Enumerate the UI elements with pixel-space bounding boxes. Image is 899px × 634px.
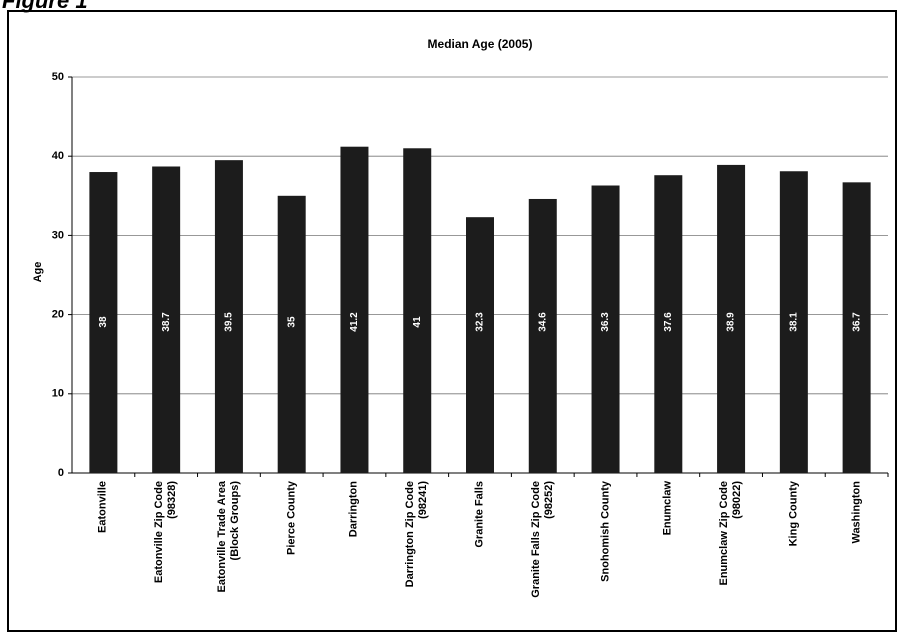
bar [591, 185, 620, 473]
y-tick-label: 0 [58, 467, 64, 479]
x-tick-label: Enumclaw [661, 481, 674, 536]
bar [466, 217, 494, 473]
bar [779, 171, 808, 474]
x-tick-label: Granite Falls Zip Code (98252) [529, 481, 555, 598]
value-label: 36.7 [851, 312, 862, 332]
x-tick-label: Eatonville Trade Area (Block Groups) [215, 481, 241, 593]
bar [528, 198, 557, 473]
x-tick-label: Darrington Zip Code (98241) [404, 481, 430, 588]
bar [717, 164, 746, 474]
frame [7, 10, 897, 632]
chart-title: Median Age (2005) [428, 37, 533, 51]
value-label: 41 [412, 316, 423, 328]
value-label: 38.9 [726, 312, 737, 332]
x-tick-label: Eatonville [96, 481, 109, 533]
value-label: 34.6 [537, 312, 548, 332]
y-tick-label: 50 [52, 71, 64, 83]
value-label: 38.1 [788, 312, 799, 332]
value-label: 38 [98, 316, 109, 328]
value-label: 41.2 [349, 312, 360, 332]
y-tick-label: 20 [52, 309, 64, 321]
bar [152, 166, 181, 473]
bar [214, 160, 243, 473]
value-label: 36.3 [600, 312, 611, 332]
x-tick-label: Pierce County [285, 481, 298, 555]
y-tick-label: 30 [52, 229, 64, 241]
value-label: 32.3 [475, 312, 486, 332]
bar [277, 195, 306, 474]
y-axis-label: Age [32, 262, 44, 283]
bar [842, 182, 871, 473]
bar [89, 172, 118, 474]
x-tick-label: Eatonville Zip Code (98328) [153, 481, 179, 584]
bar [654, 175, 683, 473]
x-tick-label: Washington [850, 481, 863, 544]
y-tick-label: 10 [52, 388, 64, 400]
y-tick-label: 40 [52, 150, 64, 162]
bar [340, 146, 369, 474]
x-tick-label: Snohomish County [599, 481, 612, 582]
value-label: 38.7 [161, 312, 172, 332]
x-tick-label: Granite Falls [473, 481, 486, 548]
figure-label: Figure 1 [2, 0, 88, 13]
value-label: 35 [286, 316, 297, 328]
x-tick-label: Enumclaw Zip Code (98022) [718, 481, 744, 586]
x-tick-label: Darrington [347, 481, 360, 538]
value-label: 37.6 [663, 312, 674, 332]
value-label: 39.5 [224, 312, 235, 332]
bar [403, 148, 432, 473]
x-tick-label: King County [787, 481, 800, 547]
